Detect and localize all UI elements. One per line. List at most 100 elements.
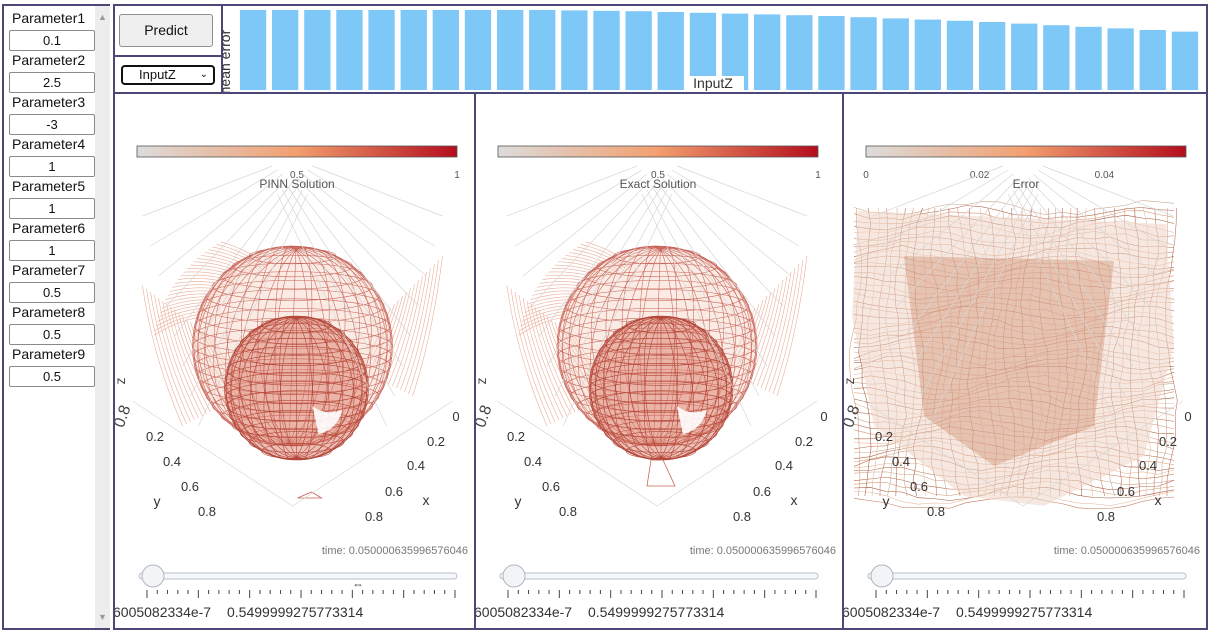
bar <box>754 14 781 90</box>
y-tick-label: 0.8 <box>927 504 945 519</box>
chevron-down-icon: ⌄ <box>199 69 208 80</box>
resize-cursor-icon: ⇔ <box>352 577 364 591</box>
slider-ruler <box>146 590 456 598</box>
time-slider[interactable] <box>499 564 819 588</box>
x-tick-label: 0.8 <box>1097 509 1115 524</box>
x-tick-label: 0.4 <box>407 458 425 473</box>
parameter-input[interactable]: 1 <box>9 240 95 261</box>
parameter-input[interactable]: 0.5 <box>9 366 95 387</box>
bar <box>657 12 684 90</box>
bar <box>818 16 845 90</box>
bar <box>979 22 1006 90</box>
colorbar <box>865 145 1187 158</box>
slider-max-label: 0.5499999275773314 <box>227 604 363 620</box>
panel-border-1 <box>474 94 476 628</box>
parameter-input[interactable]: 1 <box>9 198 95 219</box>
z-axis-tick-label: 0.8 <box>476 403 496 430</box>
controls-divider <box>113 55 221 57</box>
input-select-value: InputZ <box>139 67 176 82</box>
bar <box>1011 23 1038 91</box>
error-panel[interactable]: 00.020.04Errorz0.80.20.40.60.8y00.20.40.… <box>844 96 1206 628</box>
y-tick-label: 0.8 <box>559 504 577 519</box>
bar <box>946 20 974 90</box>
x-tick-label: 0.8 <box>733 509 751 524</box>
parameter-input[interactable]: 0.5 <box>9 282 95 303</box>
x-tick-label: 0.2 <box>427 434 445 449</box>
panel-border-2 <box>842 94 844 628</box>
parameter-input[interactable]: 1 <box>9 156 95 177</box>
scroll-down-icon[interactable]: ▼ <box>98 612 107 622</box>
panel-border-left <box>113 94 115 628</box>
surface-mesh <box>848 200 1178 510</box>
bar <box>561 10 588 90</box>
y-axis-label: y <box>883 493 890 509</box>
colorbar-tick-label: 0.02 <box>970 170 990 181</box>
x-axis-label: x <box>791 492 798 508</box>
bar <box>593 10 620 90</box>
bar <box>272 10 299 90</box>
mean-error-bar-chart: mean error InputZ <box>221 10 1199 92</box>
slider-ruler <box>875 590 1185 598</box>
axis-grid <box>132 165 453 507</box>
y-tick-label: 0.6 <box>542 479 560 494</box>
bar-series <box>239 10 1199 91</box>
bar <box>1075 26 1102 90</box>
slider-max-label: 0.5499999275773314 <box>956 604 1092 620</box>
parameter-input[interactable]: 0.1 <box>9 30 95 51</box>
parameter-label: Parameter9 <box>12 346 86 362</box>
bar <box>336 10 363 90</box>
predict-button[interactable]: Predict <box>119 14 213 47</box>
header-divider <box>113 92 1208 94</box>
sidebar-scrollbar[interactable]: ▲ ▼ <box>95 4 110 630</box>
bar <box>239 10 267 90</box>
time-slider[interactable] <box>867 564 1187 588</box>
slider-ruler <box>507 590 817 598</box>
x-axis-label: x <box>423 492 430 508</box>
bar <box>529 10 556 90</box>
parameter-label: Parameter1 <box>12 10 86 26</box>
time-label: time: 0.050000635996576046 <box>690 545 836 557</box>
slider-handle[interactable] <box>141 564 165 588</box>
parameter-label: Parameter4 <box>12 136 86 152</box>
slider-min-label: 6005082334e-7 <box>844 604 940 620</box>
x-tick-label: 0.6 <box>1117 484 1135 499</box>
x-tick-label: 0.4 <box>775 458 793 473</box>
colorbar-tick-label: 0 <box>863 170 869 181</box>
slider-handle[interactable] <box>870 564 894 588</box>
bar <box>464 10 492 90</box>
x-tick-label: 0.2 <box>795 434 813 449</box>
time-slider[interactable] <box>138 564 458 588</box>
colorbar-tick-label: 1 <box>454 170 460 181</box>
scroll-up-icon[interactable]: ▲ <box>98 12 107 22</box>
x-tick-label: 0.6 <box>753 484 771 499</box>
z-axis-label: z <box>115 378 128 385</box>
x-tick-label: 0.6 <box>385 484 403 499</box>
parameter-label: Parameter7 <box>12 262 86 278</box>
time-label: time: 0.050000635996576046 <box>1054 545 1200 557</box>
x-axis-label: x <box>1155 492 1162 508</box>
x-tick-label: 0.8 <box>365 509 383 524</box>
x-tick-label: 0.4 <box>1139 458 1157 473</box>
bar <box>1171 31 1199 91</box>
panel-title: PINN Solution <box>259 177 334 191</box>
surface-mesh <box>142 241 443 499</box>
parameter-input[interactable]: 0.5 <box>9 324 95 345</box>
y-tick-label: 0.8 <box>198 504 216 519</box>
parameter-input[interactable]: -3 <box>9 114 95 135</box>
parameter-label: Parameter5 <box>12 178 86 194</box>
axis-grid <box>496 165 818 507</box>
input-select[interactable]: InputZ ⌄ <box>121 65 215 85</box>
colorbar <box>497 145 819 158</box>
bar <box>882 18 909 90</box>
panel-title: Exact Solution <box>620 177 697 191</box>
bar <box>1043 25 1070 91</box>
y-axis-label: y <box>154 493 161 509</box>
parameter-sidebar: Parameter1 0.1 Parameter2 2.5 Parameter3 -3 Pa… <box>2 4 95 630</box>
slider-handle[interactable] <box>502 564 526 588</box>
parameter-input[interactable]: 2.5 <box>9 72 95 93</box>
y-tick-label: 0.4 <box>892 454 910 469</box>
y-tick-label: 0.2 <box>875 429 893 444</box>
